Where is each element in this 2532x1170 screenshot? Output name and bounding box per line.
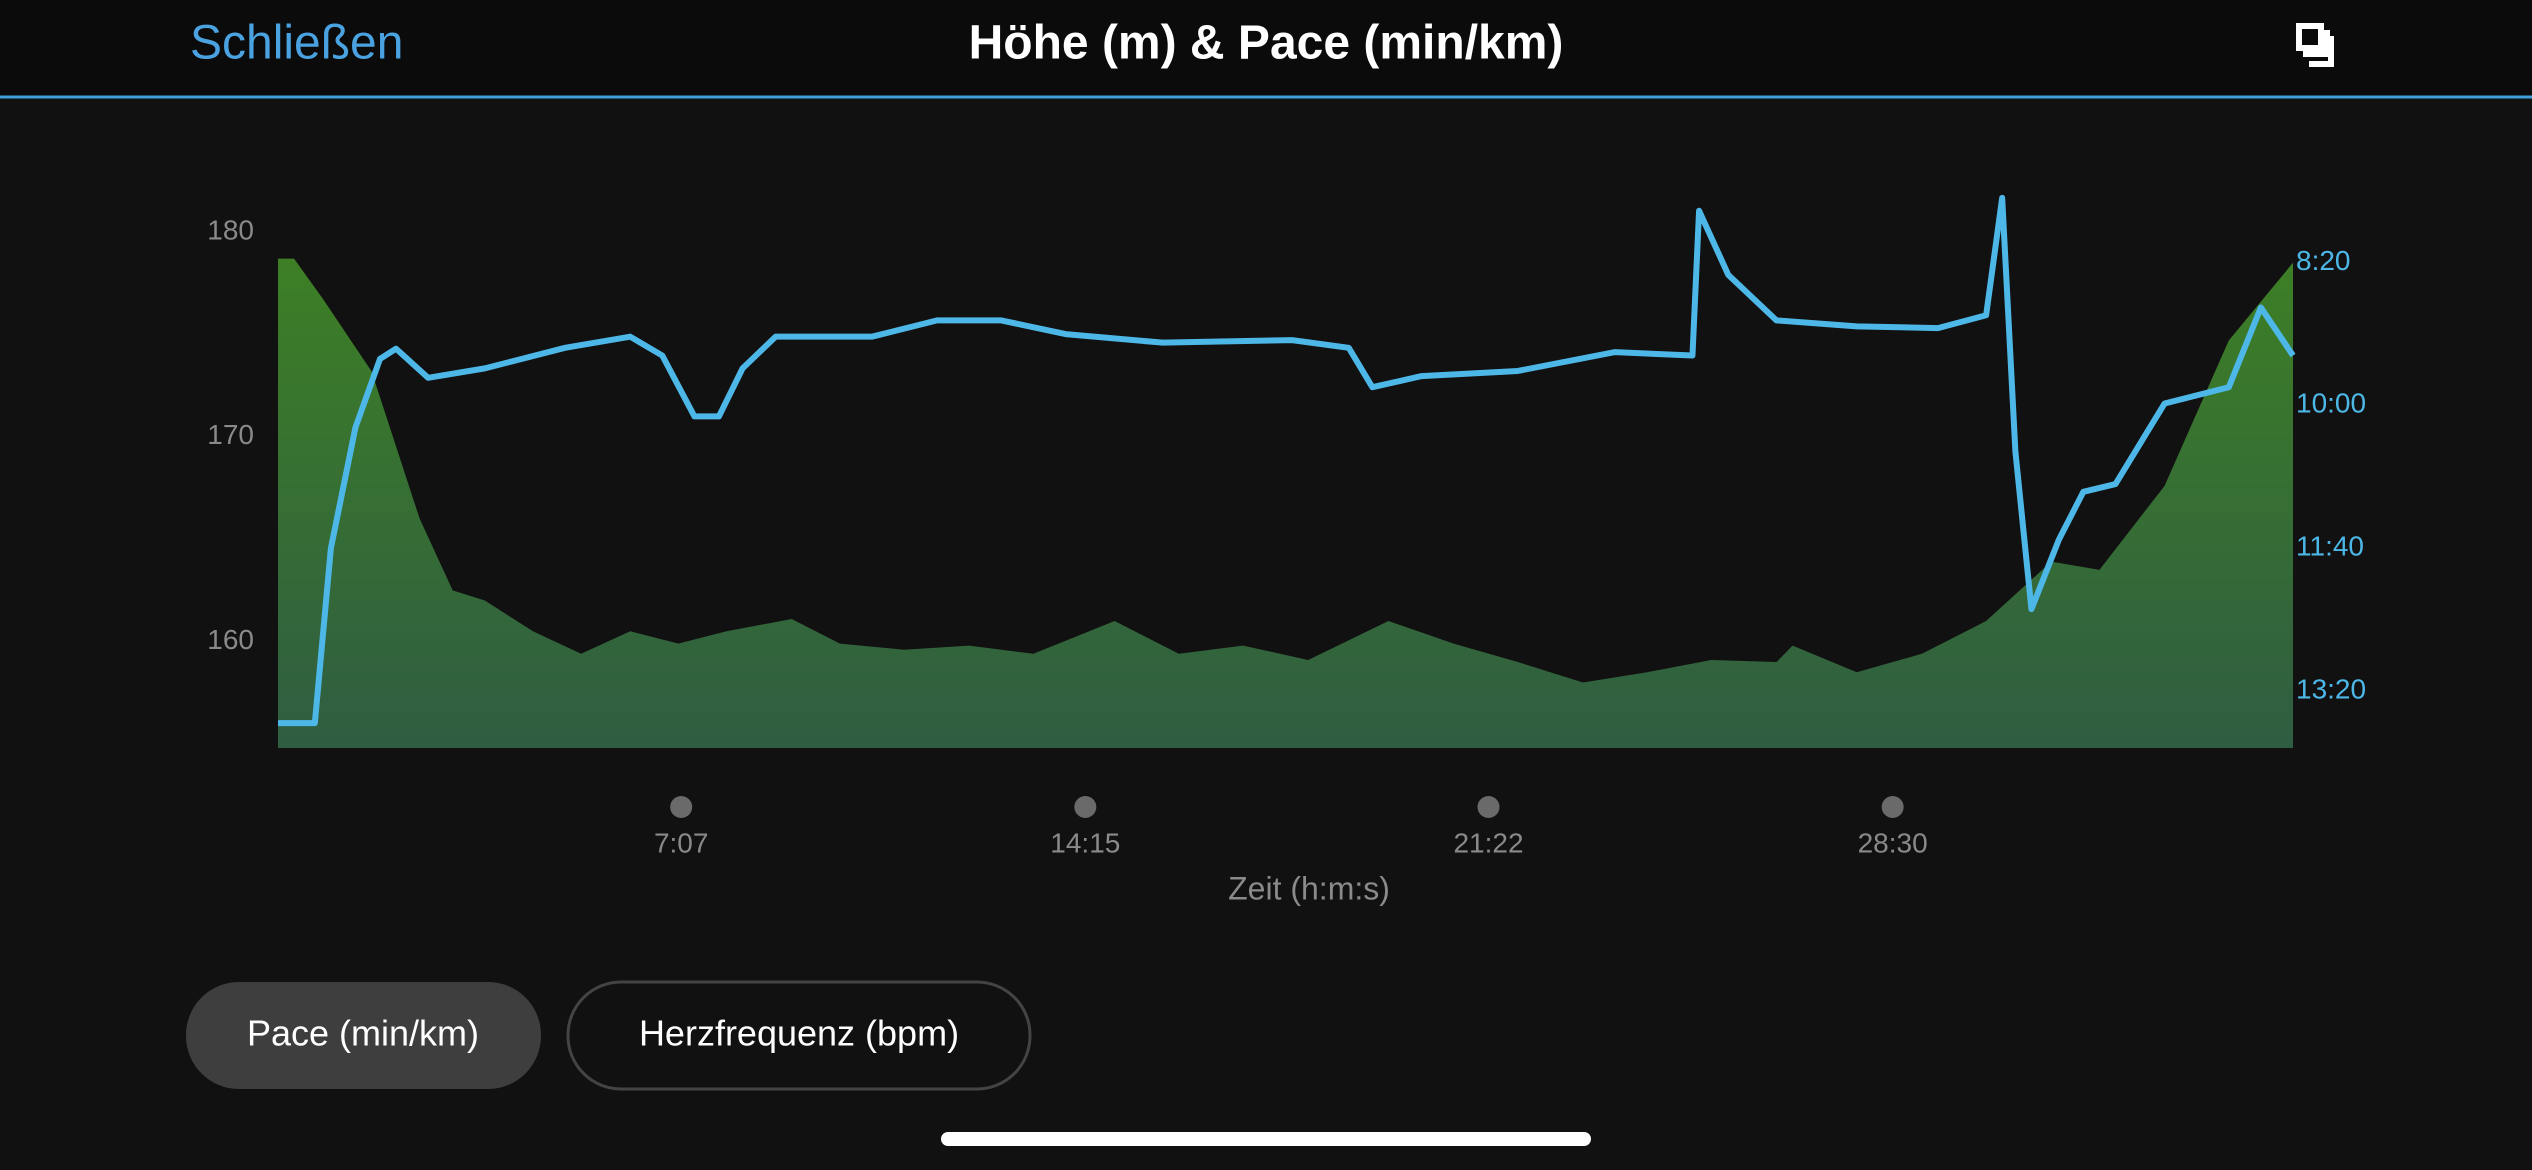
y-tick-label: 160: [207, 624, 254, 655]
x-tick-label: 21:22: [1453, 827, 1523, 858]
x-tick-label: 7:07: [654, 827, 709, 858]
chart: 160 170 180 8:20 10:00 11:40 13:20 7:07 14:15 21:…: [207, 194, 2366, 906]
y2-tick-label: 10:00: [2296, 388, 2366, 419]
header-bar: [0, 0, 2532, 96]
y2-tick-label: 13:20: [2296, 673, 2366, 704]
title: Höhe (m) & Pace (min/km): [969, 17, 1564, 70]
x-tick-dot: [1074, 796, 1097, 818]
x-tick-label: 28:30: [1858, 827, 1928, 858]
pace-button-label[interactable]: Pace (min/km): [247, 1013, 479, 1054]
y2-tick-label: 8:20: [2296, 245, 2351, 276]
x-tick-dot: [670, 796, 693, 818]
pace-button[interactable]: [186, 982, 541, 1089]
x-tick-dot: [1881, 796, 1904, 818]
y-tick-label: 180: [207, 214, 254, 245]
x-tick-dot: [1477, 796, 1500, 818]
elevation-area: [278, 258, 2293, 748]
y2-tick-label: 11:40: [2296, 530, 2364, 561]
x-tick-label: 14:15: [1050, 827, 1120, 858]
x-axis-label: Zeit (h:m:s): [1228, 870, 1390, 906]
home-indicator: [941, 1132, 1591, 1146]
close-button[interactable]: Schließen: [190, 17, 403, 70]
heart-rate-button[interactable]: [566, 980, 1032, 1091]
heart-rate-button-label[interactable]: Herzfrequenz (bpm): [639, 1013, 959, 1054]
fullscreen-icon[interactable]: [2296, 23, 2334, 67]
y-tick-label: 170: [207, 419, 254, 450]
pace-line: [278, 194, 2296, 727]
